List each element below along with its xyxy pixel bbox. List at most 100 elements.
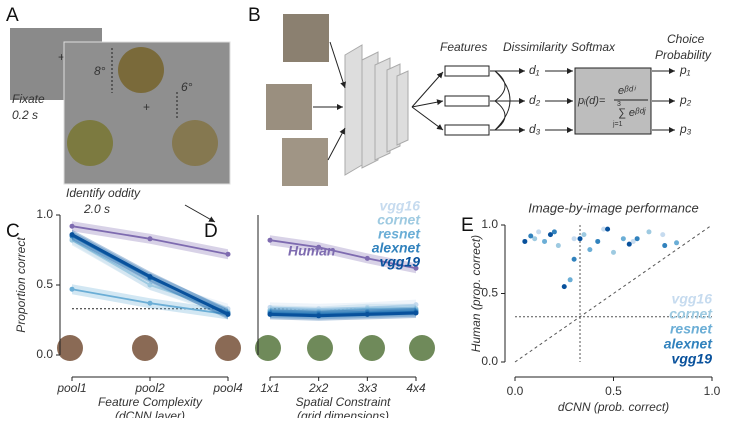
point [364,255,370,261]
point [147,300,153,306]
point [620,236,626,242]
image [266,84,312,130]
identify-time: 2.0 s [83,202,110,216]
x-label: (dCNN layer) [115,409,185,418]
legend-label: vgg16 [380,198,421,214]
x-tick-label: 1x1 [260,381,279,395]
d: d₁ [529,63,540,77]
x-label: Feature Complexity [98,395,203,409]
point [225,311,231,317]
point [662,243,668,249]
stimulus [67,120,113,166]
point [551,229,557,235]
point [413,265,419,271]
arrows [313,41,675,161]
fixate-time: 0.2 s [12,108,38,122]
y-tick-label: 0.5 [481,286,498,300]
label: Softmax [571,40,616,54]
formula: pᵢ(d)= [577,95,606,107]
point [316,244,322,250]
stimulus [118,47,164,93]
identify: Identify oddity [66,186,141,200]
point [147,282,153,288]
point [601,226,607,232]
y-tick-label: 1.0 [481,217,498,231]
angle: 8° [94,64,106,78]
legend-label: cornet [669,306,713,322]
band [270,299,416,314]
legend-label: alexnet [664,336,714,352]
point [528,233,534,239]
thumbnails [57,335,435,361]
legend-label: vgg19 [380,254,421,270]
panel-label: C [6,221,20,242]
image [283,14,329,62]
feature-vectors [444,65,511,136]
stimulus [172,120,218,166]
point [630,238,636,244]
x-tick-label: 0.5 [605,384,622,398]
point [413,310,419,316]
band [72,233,228,314]
legend-label: vgg19 [672,351,713,367]
formula: j=1 [612,121,623,128]
point [626,241,632,247]
x-tick-label: 4x4 [406,381,426,395]
point [536,229,542,235]
panel-label: B [248,5,261,26]
point [147,236,153,242]
point [581,232,587,238]
point [147,274,153,280]
x-tick-label: 0.0 [507,384,524,398]
x-label: (grid dimensions) [297,409,389,418]
label: Features [440,40,487,54]
point [69,232,75,238]
point [547,232,553,238]
point [542,238,548,244]
point [646,229,652,235]
x-tick-label: pool1 [56,381,86,395]
point [69,237,75,243]
cnn [344,44,409,176]
point [561,284,567,290]
label: Dissimilarity [503,40,568,54]
point [660,232,666,238]
p: p₂ [679,93,692,107]
x-tick-label: 3x3 [358,381,378,395]
fixate: Fixate [12,92,45,106]
point [571,256,577,262]
y-label: Human (prop. correct) [469,235,483,352]
point [522,238,528,244]
point [567,277,573,283]
d: d₂ [529,93,541,107]
x-tick-label: 1.0 [704,384,721,398]
d: d₃ [529,122,541,136]
panel-label: D [204,221,218,242]
point [225,251,231,257]
point [571,236,577,242]
series-line [269,239,417,270]
x-tick-label: 2x2 [308,381,329,395]
point [605,226,611,232]
y-label: Proportion correct [14,237,28,333]
formula: eᵝᵈⁱ [618,85,637,97]
point [532,236,538,242]
x-label: dCNN (prob. correct) [558,400,669,414]
angle: 6° [181,80,193,94]
x-tick-label: pool4 [212,381,243,395]
p: p₁ [679,63,691,77]
label: Probability [655,48,712,62]
point [69,286,75,292]
series-line [269,303,417,310]
formula: 3 [617,101,621,108]
x-tick-label: pool2 [134,381,165,395]
arrow [184,204,216,223]
point [595,238,601,244]
point [674,240,680,246]
panel-label: E [461,215,474,236]
series-line [269,309,417,314]
fixation-cross: + [58,50,65,64]
label: Choice [667,32,705,46]
series-line [269,311,417,318]
